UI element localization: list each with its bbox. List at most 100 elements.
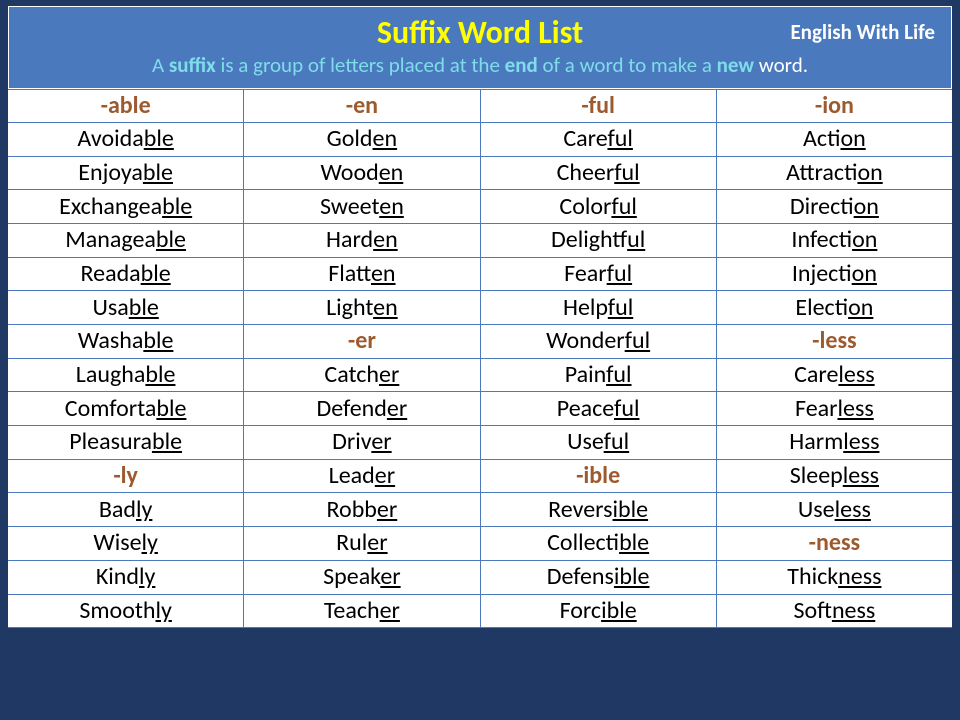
table-row: PleasurableDriverUsefulHarmless <box>8 426 952 460</box>
word-cell: Useless <box>717 493 952 526</box>
word: Helpful <box>563 296 633 320</box>
word: Flatten <box>328 262 395 286</box>
word-suffix: ful <box>614 158 639 187</box>
word-prefix: Washa <box>78 326 144 355</box>
word-cell: Washable <box>8 325 244 358</box>
word-cell: Careless <box>717 359 952 392</box>
page-container: Suffix Word List English With Life A suf… <box>0 0 960 720</box>
brand-label: English With Life <box>790 19 935 45</box>
word-suffix: ness <box>838 562 881 591</box>
word-suffix: ful <box>627 225 645 254</box>
table-row: Washable-erWonderful-less <box>8 325 952 359</box>
word: Direction <box>790 195 879 219</box>
word-prefix: Collect <box>547 528 619 557</box>
suffix-header: -er <box>244 325 480 358</box>
suffix-header: -ness <box>717 527 952 560</box>
word-cell: Election <box>717 291 952 324</box>
subtitle-p1: A <box>152 52 169 78</box>
word-prefix: Fear <box>795 394 837 423</box>
word-cell: Pleasurable <box>8 426 244 459</box>
word-prefix: Speak <box>323 562 380 591</box>
word-cell: Wonderful <box>481 325 717 358</box>
word-suffix: ible <box>601 596 637 625</box>
word-suffix: less <box>843 461 879 490</box>
word-prefix: Use <box>798 495 835 524</box>
word: Sweeten <box>320 195 404 219</box>
word-prefix: Peace <box>557 394 614 423</box>
word-prefix: Act <box>803 124 840 153</box>
word: Injection <box>792 262 877 286</box>
word-prefix: Kind <box>96 562 139 591</box>
word: Leader <box>329 464 395 488</box>
word-prefix: Wise <box>93 528 141 557</box>
word-prefix: Care <box>563 124 607 153</box>
word-suffix: er <box>375 461 395 490</box>
word-suffix: er <box>387 394 407 423</box>
word-cell: Usable <box>8 291 244 324</box>
word-suffix: ble <box>143 158 173 187</box>
word-suffix: en <box>379 158 404 187</box>
subtitle-p3: of a word to make a <box>538 52 717 78</box>
word-cell: Defensible <box>481 561 717 594</box>
word-prefix: Care <box>794 360 838 389</box>
table-row: ManageableHardenDelightfulInfection <box>8 224 952 258</box>
suffix-header: -ful <box>481 90 717 122</box>
word: Defensible <box>547 565 650 589</box>
word: Attraction <box>786 161 883 185</box>
word: Comfortable <box>65 397 187 421</box>
word-prefix: Flatt <box>328 259 371 288</box>
word: Forcible <box>560 599 637 623</box>
word-prefix: Wood <box>320 158 378 187</box>
suffix-header-text: -ful <box>581 94 615 118</box>
word: Lighten <box>326 296 398 320</box>
word: Laughable <box>76 363 176 387</box>
subtitle-strong: suffix <box>169 52 216 78</box>
word-prefix: Defend <box>317 394 387 423</box>
word-prefix: Driv <box>332 427 371 456</box>
word-suffix: ful <box>604 427 629 456</box>
word: Washable <box>78 329 174 353</box>
suffix-header: -en <box>244 90 480 122</box>
word-cell: Harden <box>244 224 480 257</box>
word: Wisely <box>93 531 158 555</box>
word-suffix: ion <box>840 124 865 153</box>
subtitle: A suffix is a group of letters placed at… <box>21 52 939 78</box>
word: Fearful <box>564 262 632 286</box>
word-prefix: Inject <box>792 259 852 288</box>
table-row: -able-en-ful-ion <box>8 89 952 123</box>
word-suffix: er <box>380 596 400 625</box>
word-cell: Comfortable <box>8 392 244 425</box>
word: Kindly <box>96 565 156 589</box>
suffix-header-text: -ness <box>809 531 860 555</box>
word: Careful <box>563 127 633 151</box>
word-cell: Readable <box>8 258 244 291</box>
word-suffix: ful <box>608 293 633 322</box>
word-cell: Exchangeable <box>8 190 244 223</box>
word-prefix: Direct <box>790 192 854 221</box>
word-suffix: ful <box>614 394 639 423</box>
word: Speaker <box>323 565 401 589</box>
word: Wooden <box>320 161 403 185</box>
word: Usable <box>92 296 158 320</box>
word-prefix: Usa <box>92 293 128 322</box>
word-prefix: Defens <box>547 562 614 591</box>
suffix-header-text: -en <box>346 94 378 118</box>
subtitle-end: end <box>505 52 538 78</box>
word-suffix: ble <box>162 192 192 221</box>
word: Peaceful <box>557 397 640 421</box>
subtitle-new: new <box>717 52 754 78</box>
word-suffix: less <box>838 394 874 423</box>
word-cell: Thickness <box>717 561 952 594</box>
word-cell: Speaker <box>244 561 480 594</box>
word-suffix: en <box>373 225 398 254</box>
word-cell: Smoothly <box>8 595 244 628</box>
word-suffix: ful <box>611 192 636 221</box>
word-cell: Robber <box>244 493 480 526</box>
word-prefix: Catch <box>324 360 379 389</box>
word-suffix: ly <box>139 562 155 591</box>
word-suffix: less <box>835 495 871 524</box>
word-prefix: Attract <box>786 158 857 187</box>
word: Harden <box>326 228 398 252</box>
suffix-header-text: -ible <box>576 464 620 488</box>
word-prefix: Gold <box>327 124 373 153</box>
